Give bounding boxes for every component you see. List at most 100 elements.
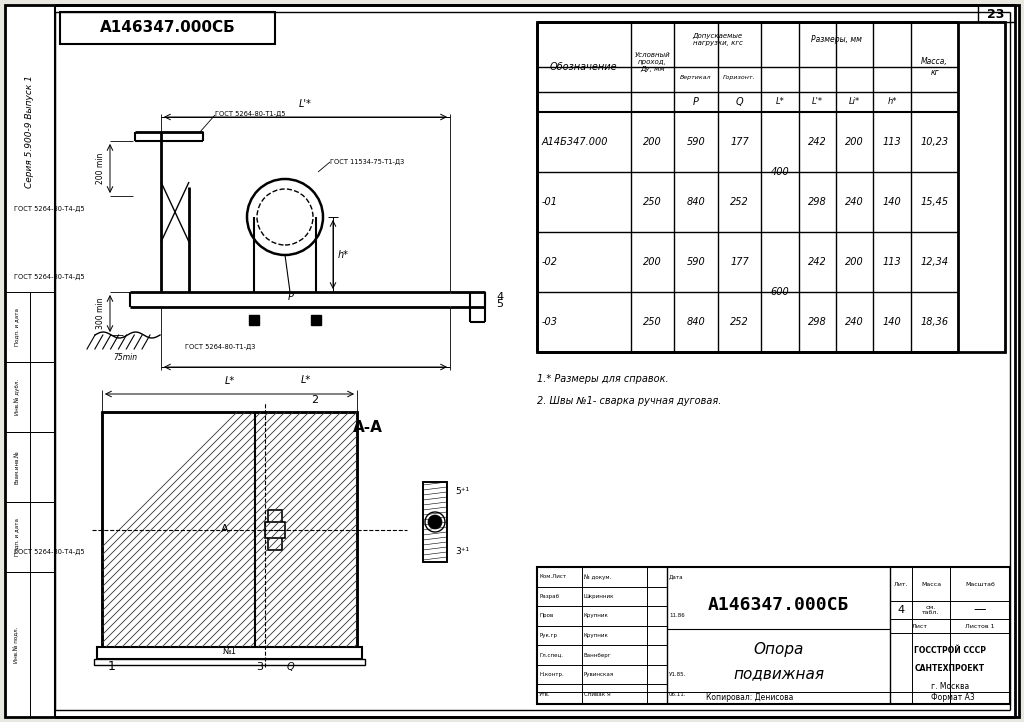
Text: 177: 177 xyxy=(730,257,749,267)
Text: 242: 242 xyxy=(808,257,826,267)
Text: 200: 200 xyxy=(846,137,864,147)
Text: L'*: L'* xyxy=(299,99,312,109)
Text: Опора: Опора xyxy=(754,642,804,657)
Text: ГОССТРОЙ СССР: ГОССТРОЙ СССР xyxy=(914,646,986,655)
Text: L*: L* xyxy=(300,375,310,385)
Text: 252: 252 xyxy=(730,317,749,327)
Text: 75min: 75min xyxy=(113,352,137,362)
Text: Крупник: Крупник xyxy=(584,614,609,619)
Bar xyxy=(102,412,357,647)
Text: Спивак Я: Спивак Я xyxy=(584,692,610,697)
Text: Пров: Пров xyxy=(539,614,553,619)
Text: Крупник: Крупник xyxy=(584,633,609,638)
Text: L*: L* xyxy=(224,376,234,386)
Text: 2. Швы №1- сварка ручная дуговая.: 2. Швы №1- сварка ручная дуговая. xyxy=(537,396,721,406)
Bar xyxy=(423,482,447,562)
Text: ГОСТ 5264-80-Т4-Д5: ГОСТ 5264-80-Т4-Д5 xyxy=(14,549,85,555)
Text: 1.* Размеры для справок.: 1.* Размеры для справок. xyxy=(537,374,669,384)
Text: L'*: L'* xyxy=(812,97,823,107)
Text: Ком.Лист: Ком.Лист xyxy=(539,574,566,579)
Text: Инв.№ подл.: Инв.№ подл. xyxy=(14,627,19,664)
Text: ГОСТ 5264-80-Т1-Д3: ГОСТ 5264-80-Т1-Д3 xyxy=(185,344,255,350)
Bar xyxy=(94,659,365,665)
Text: 590: 590 xyxy=(686,257,706,267)
Text: г. Москва: г. Москва xyxy=(931,682,969,691)
Text: 600: 600 xyxy=(770,287,790,297)
Text: 5: 5 xyxy=(497,299,504,309)
Text: P: P xyxy=(288,292,294,302)
Text: h*: h* xyxy=(888,97,897,107)
Bar xyxy=(978,5,1015,22)
Text: 298: 298 xyxy=(808,317,826,327)
Text: 23: 23 xyxy=(987,7,1005,20)
Text: 10,23: 10,23 xyxy=(921,137,948,147)
Text: 5⁺¹: 5⁺¹ xyxy=(455,487,469,497)
Text: Условный
проход,
Ду, мм: Условный проход, Ду, мм xyxy=(635,52,670,72)
Text: -01: -01 xyxy=(542,197,558,207)
Text: Гл.спец.: Гл.спец. xyxy=(539,653,563,658)
Text: № докум.: № докум. xyxy=(584,574,611,580)
Text: 590: 590 xyxy=(686,137,706,147)
Text: А146347.000СБ: А146347.000СБ xyxy=(99,20,236,35)
Text: 298: 298 xyxy=(808,197,826,207)
Text: Подп. и дата: Подп. и дата xyxy=(14,518,19,556)
Text: см.
табл.: см. табл. xyxy=(923,604,940,615)
Text: №1: №1 xyxy=(223,648,237,656)
Text: 177: 177 xyxy=(730,137,749,147)
Text: 113: 113 xyxy=(883,257,901,267)
Bar xyxy=(249,315,259,325)
Bar xyxy=(60,12,275,44)
Text: 140: 140 xyxy=(883,317,901,327)
Text: 200: 200 xyxy=(643,137,662,147)
Text: 240: 240 xyxy=(846,197,864,207)
Text: Ваннберг: Ваннберг xyxy=(584,653,611,658)
Text: 12,34: 12,34 xyxy=(921,257,948,267)
Text: А: А xyxy=(221,524,228,534)
Text: 3: 3 xyxy=(256,662,263,672)
Text: Подп. и дата: Подп. и дата xyxy=(14,308,19,346)
Text: Лист: Лист xyxy=(912,624,928,628)
Circle shape xyxy=(428,515,442,529)
Text: 11.86: 11.86 xyxy=(669,614,685,619)
Text: САНТЕХПРОЕКТ: САНТЕХПРОЕКТ xyxy=(914,664,985,673)
Text: 300 min: 300 min xyxy=(96,297,105,329)
Text: Масса,
кг: Масса, кг xyxy=(922,57,948,77)
Text: -02: -02 xyxy=(542,257,558,267)
Text: Листов 1: Листов 1 xyxy=(966,624,994,628)
Text: Li*: Li* xyxy=(849,97,860,107)
Text: подвижная: подвижная xyxy=(733,666,824,682)
Text: Утв.: Утв. xyxy=(539,692,551,697)
Text: 3⁺¹: 3⁺¹ xyxy=(455,547,469,557)
Text: Серия 5.900-9 Выпуск 1: Серия 5.900-9 Выпуск 1 xyxy=(26,76,35,188)
Bar xyxy=(268,510,282,549)
Text: 200: 200 xyxy=(846,257,864,267)
Text: 200: 200 xyxy=(643,257,662,267)
Bar xyxy=(423,482,447,562)
Text: 113: 113 xyxy=(883,137,901,147)
Text: Формат А3: Формат А3 xyxy=(932,694,975,703)
Bar xyxy=(265,521,285,537)
Text: -03: -03 xyxy=(542,317,558,327)
Text: 250: 250 xyxy=(643,317,662,327)
Text: 200 min: 200 min xyxy=(96,153,105,184)
Text: h*: h* xyxy=(338,250,349,259)
Text: Горизонт.: Горизонт. xyxy=(723,74,756,79)
Text: Вертикал: Вертикал xyxy=(680,74,712,79)
Text: 240: 240 xyxy=(846,317,864,327)
Text: Рук.гр: Рук.гр xyxy=(539,633,557,638)
Text: Дата: Дата xyxy=(669,574,684,579)
Text: 840: 840 xyxy=(686,317,706,327)
Text: А146347.000СБ: А146347.000СБ xyxy=(708,596,849,614)
Text: 4: 4 xyxy=(497,292,504,302)
Text: —: — xyxy=(974,604,986,617)
Text: 15,45: 15,45 xyxy=(921,197,948,207)
Bar xyxy=(537,567,1010,704)
Text: ГОСТ 11534-75-Т1-Д3: ГОСТ 11534-75-Т1-Д3 xyxy=(330,159,404,165)
Text: А14Б347.000: А14Б347.000 xyxy=(542,137,608,147)
Text: Q: Q xyxy=(735,97,743,107)
Text: 4: 4 xyxy=(897,605,904,615)
Bar xyxy=(97,647,362,659)
Text: 250: 250 xyxy=(643,197,662,207)
Text: Q: Q xyxy=(286,662,294,672)
Bar xyxy=(311,315,321,325)
